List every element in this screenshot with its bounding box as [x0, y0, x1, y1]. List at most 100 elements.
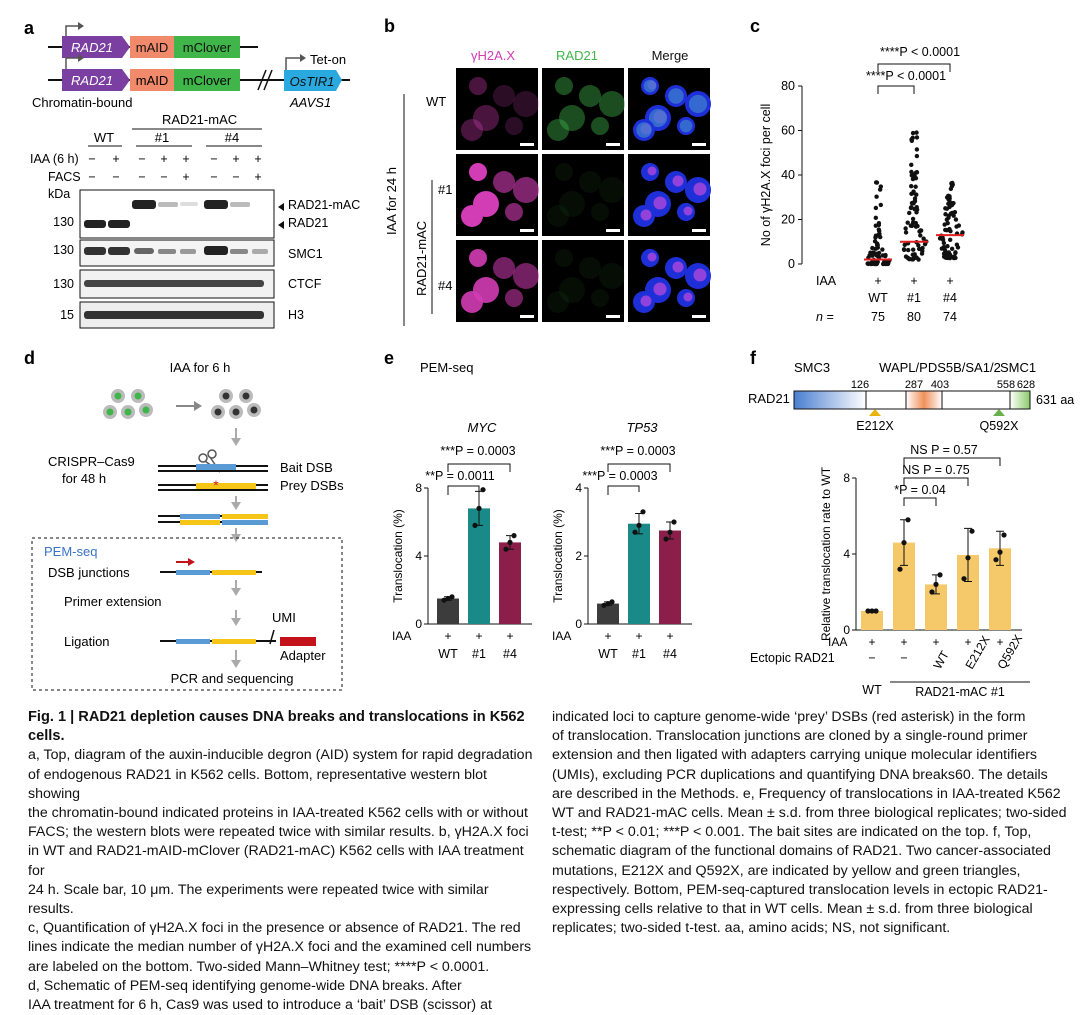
- cell-nucleus: [559, 277, 585, 303]
- data-point: [916, 246, 922, 252]
- data-point: [878, 234, 883, 240]
- data-point: [909, 223, 915, 229]
- chart-title: TP53: [626, 420, 658, 435]
- iaa-sign: +: [666, 629, 673, 643]
- data-point: [873, 205, 879, 211]
- data-point: [914, 147, 920, 152]
- y-axis-label: Translocation (%): [551, 509, 565, 603]
- facs-sign: −: [138, 170, 145, 184]
- iaa-sign: +: [900, 635, 907, 649]
- data-point: [953, 255, 958, 261]
- data-point: [671, 519, 677, 525]
- data-point: [902, 242, 907, 248]
- caption-line: respectively. Bottom, PEM-seq-captured t…: [552, 881, 1048, 898]
- data-point: [911, 175, 917, 181]
- data-point: [873, 246, 879, 251]
- caption-line: indicated loci to capture genome-wide ‘p…: [552, 709, 1026, 725]
- panel-label-d: d: [24, 348, 35, 368]
- cell-nucleus: [591, 117, 609, 135]
- cell-nucleus: [641, 77, 659, 95]
- facs-sign: −: [112, 170, 119, 184]
- x-tick-label: WT: [598, 647, 618, 661]
- iaa-sign: +: [112, 152, 119, 166]
- data-point: [1001, 532, 1007, 538]
- facs-sign: −: [160, 170, 167, 184]
- yellow-triangle-icon: [869, 409, 881, 416]
- y-tick-label: 0: [575, 617, 582, 631]
- for-48h-label: for 48 h: [62, 471, 106, 486]
- scale-bar: [520, 229, 534, 232]
- marker-130: 130: [53, 215, 74, 229]
- data-point: [878, 202, 884, 208]
- data-point: [929, 589, 935, 595]
- data-point: [947, 237, 953, 242]
- data-point: [511, 533, 517, 539]
- iaa-sign: −: [210, 152, 217, 166]
- panel-label-a: a: [24, 18, 35, 38]
- ectopic-value: −: [868, 651, 875, 665]
- iaa-sign: +: [160, 152, 167, 166]
- data-point: [948, 228, 953, 234]
- data-point: [940, 235, 945, 240]
- data-point: [872, 239, 878, 244]
- iaa-sign: +: [932, 635, 939, 649]
- caption-line: are described in the Methods. e, Frequen…: [552, 785, 1061, 802]
- prey-segment: [196, 483, 256, 489]
- microscopy-grid: [456, 68, 711, 322]
- data-point: [880, 253, 886, 258]
- data-point: [876, 227, 882, 232]
- p-value-label: NS P = 0.75: [902, 463, 970, 477]
- cell-nucleus: [505, 203, 523, 221]
- panel-e: e PEM-seq MYC 0 4 8 Translocation (%) + + + IAA W…: [384, 348, 692, 661]
- data-point: [609, 599, 615, 605]
- iaa-sign: +: [635, 629, 642, 643]
- significance-bracket: [607, 485, 640, 495]
- wapl-label: WAPL/PDS5B/SA1/2: [879, 360, 1001, 375]
- cell-nucleus: [469, 77, 487, 95]
- bait-dsb-label: Bait DSB: [280, 460, 333, 475]
- data-point: [921, 236, 926, 241]
- iaa-sign: +: [182, 152, 189, 166]
- umi-tick-icon: [269, 629, 275, 645]
- x-tick-label: WT: [868, 291, 888, 305]
- data-point: [941, 240, 947, 246]
- pos-287: 287: [905, 379, 923, 391]
- data-point: [914, 130, 919, 135]
- x-tick-label: #4: [663, 647, 677, 661]
- scale-bar: [606, 143, 620, 146]
- cell-nucleus: [505, 289, 523, 307]
- cell-nucleus: [579, 85, 601, 107]
- data-point: [941, 244, 947, 250]
- data-point: [905, 517, 911, 523]
- iaa-label: IAA: [552, 629, 571, 643]
- facs-label: FACS: [48, 170, 81, 184]
- y-tick-label: 8: [415, 481, 422, 495]
- group-c4-label: #4: [225, 130, 239, 145]
- rad21-label: RAD21: [71, 73, 113, 88]
- western-blot-h3: [79, 301, 275, 329]
- cell-nucleus: [633, 119, 655, 141]
- data-point: [874, 194, 879, 199]
- data-point: [911, 247, 916, 252]
- cell-nucleus: [469, 249, 487, 267]
- data-point: [903, 230, 909, 235]
- cell-nucleus: [599, 177, 625, 203]
- p-value-label: NS P = 0.57: [910, 443, 978, 457]
- iaa-signs: − + − + + − + +: [88, 152, 261, 166]
- cell-nucleus: [559, 105, 585, 131]
- pos-558: 558: [997, 379, 1015, 391]
- cell-nucleus: [665, 85, 687, 107]
- ligation-label: Ligation: [64, 634, 110, 649]
- data-point: [916, 257, 921, 262]
- cell-nucleus: [473, 105, 499, 131]
- iaa-6h-label: IAA for 6 h: [170, 360, 231, 375]
- significance-bracket: [607, 463, 671, 472]
- data-point: [913, 184, 918, 189]
- y-tick-label: 4: [843, 547, 850, 561]
- length-label: 631 aa: [1036, 393, 1074, 407]
- row-label-c4: #4: [438, 278, 452, 293]
- data-point: [480, 487, 486, 493]
- data-point: [920, 248, 925, 254]
- micrograph: [456, 68, 538, 150]
- iaa-sign: +: [232, 152, 239, 166]
